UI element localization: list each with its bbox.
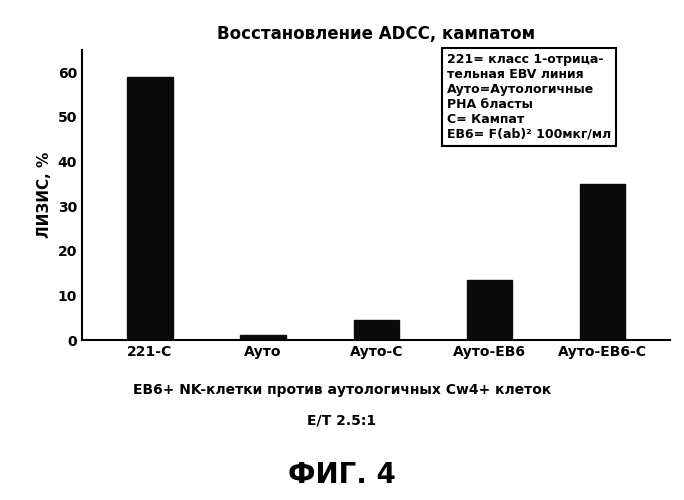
Text: ЕВ6+ NK-клетки против аутологичных Cw4+ клеток: ЕВ6+ NK-клетки против аутологичных Cw4+ …	[133, 383, 551, 397]
Bar	[466, 280, 512, 340]
Title: Восстановление ADCC, кампатом: Восстановление ADCC, кампатом	[217, 25, 536, 43]
Text: 221= класс 1-отрица-
тельная EBV линия
Ауто=Аутологичные
РНА бласты
С= Кампат
ЕВ: 221= класс 1-отрица- тельная EBV линия А…	[447, 53, 611, 141]
Text: Е/Т 2.5:1: Е/Т 2.5:1	[307, 413, 377, 427]
Bar	[580, 184, 625, 340]
Text: ФИГ. 4: ФИГ. 4	[288, 461, 396, 489]
Bar	[127, 77, 172, 340]
Bar	[354, 320, 399, 340]
Y-axis label: ЛИЗИС, %: ЛИЗИС, %	[38, 152, 52, 238]
Bar	[241, 334, 286, 340]
